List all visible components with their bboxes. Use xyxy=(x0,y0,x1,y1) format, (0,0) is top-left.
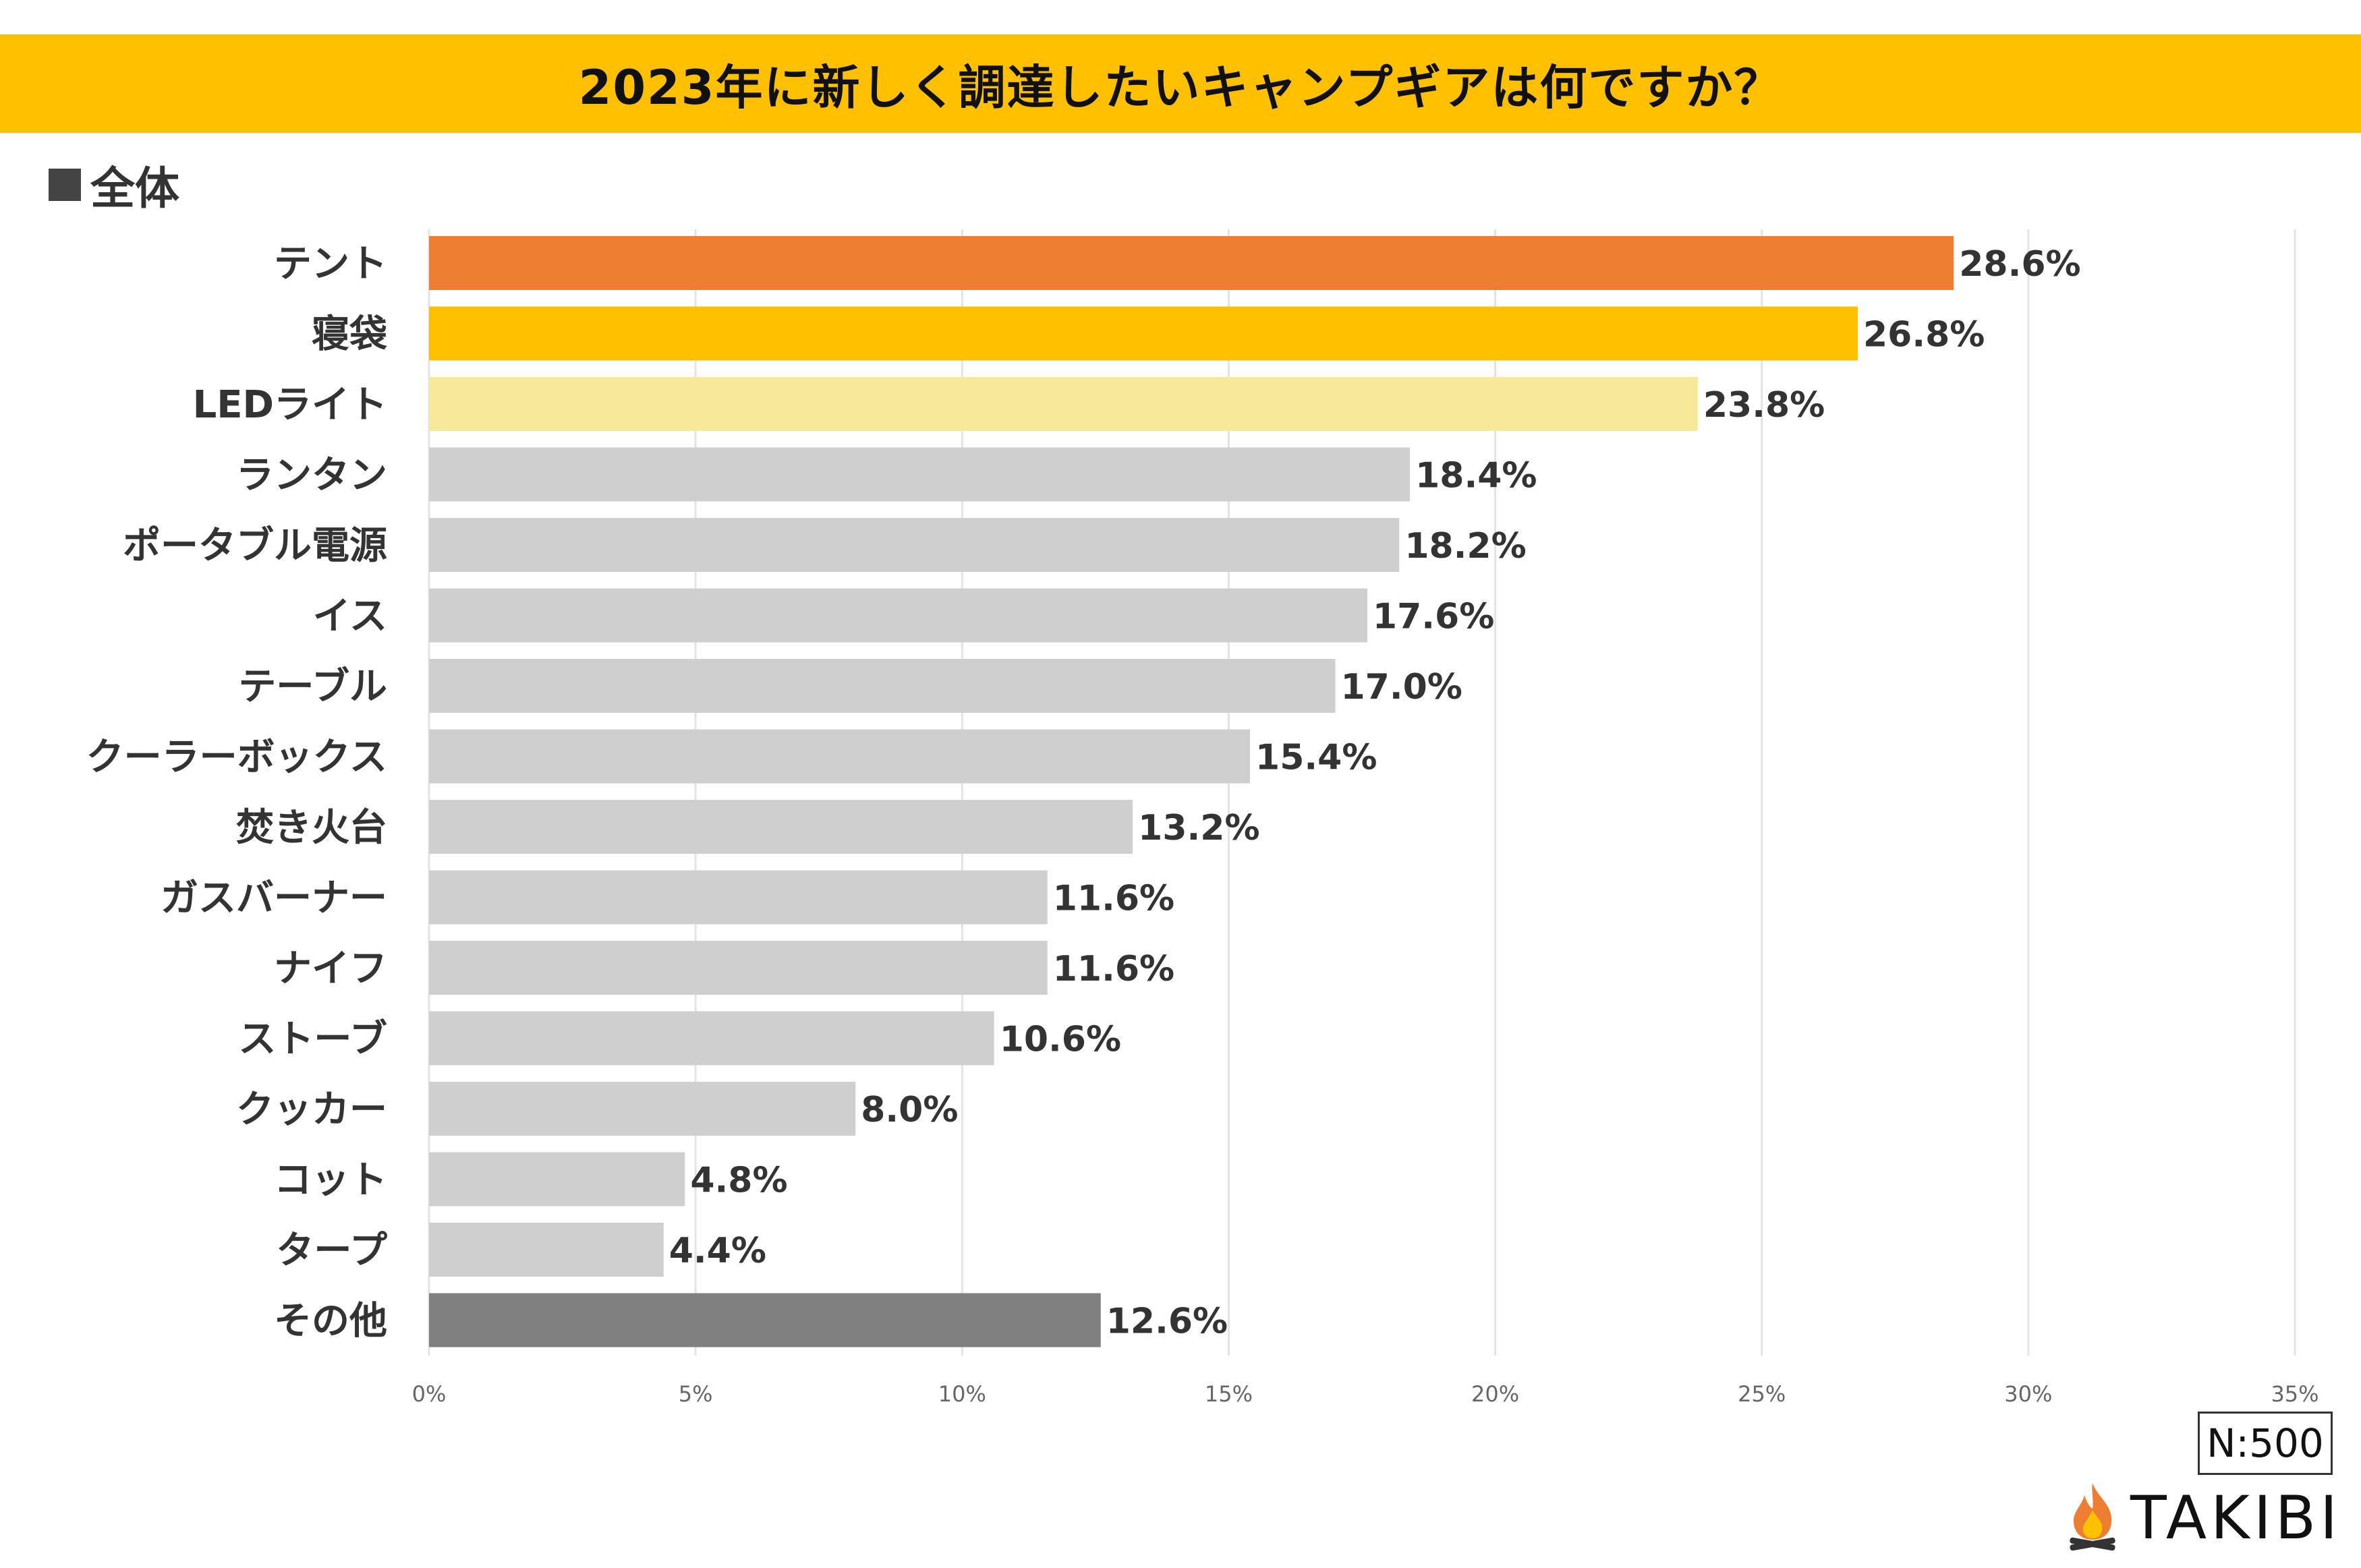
x-tick-label: 20% xyxy=(1471,1381,1519,1407)
x-tick-label: 5% xyxy=(679,1381,713,1407)
category-label: ポータブル電源 xyxy=(123,524,387,568)
bar xyxy=(429,1223,664,1277)
value-label: 26.8% xyxy=(1863,315,1985,355)
value-label: 18.4% xyxy=(1415,456,1537,496)
bar xyxy=(429,377,1698,431)
bar xyxy=(429,800,1133,854)
sample-size-box: N:500 xyxy=(2198,1412,2333,1475)
x-tick-label: 15% xyxy=(1205,1381,1253,1407)
value-label: 12.6% xyxy=(1106,1302,1228,1342)
x-tick-label: 10% xyxy=(938,1381,986,1407)
title-banner: 2023年に新しく調達したいキャンプギアは何ですか？ xyxy=(0,34,2361,133)
brand-name: TAKIBI xyxy=(2130,1482,2342,1552)
value-label: 4.8% xyxy=(690,1161,787,1201)
chart-title: 2023年に新しく調達したいキャンプギアは何ですか？ xyxy=(578,59,1783,115)
subtitle: 全体 xyxy=(49,152,179,217)
category-label: ガスバーナー xyxy=(161,877,387,921)
value-label: 17.6% xyxy=(1373,597,1494,637)
square-bullet-icon xyxy=(49,169,81,201)
category-label: イス xyxy=(313,595,387,639)
category-label: ナイフ xyxy=(274,947,387,991)
category-label: 寝袋 xyxy=(312,313,387,357)
category-label: テント xyxy=(274,242,387,286)
bar xyxy=(429,236,1954,290)
bar xyxy=(429,447,1411,502)
bar xyxy=(429,518,1400,572)
category-label: テーブル xyxy=(238,665,387,709)
x-tick-label: 35% xyxy=(2271,1381,2319,1407)
category-label: クッカー xyxy=(236,1088,387,1132)
bar xyxy=(429,870,1048,925)
x-tick-label: 30% xyxy=(2004,1381,2052,1407)
value-label: 17.0% xyxy=(1340,667,1462,707)
category-label: その他 xyxy=(274,1300,387,1343)
category-label: ストーブ xyxy=(238,1018,387,1062)
value-label: 23.8% xyxy=(1703,385,1825,426)
x-tick-label: 25% xyxy=(1738,1381,1786,1407)
value-label: 10.6% xyxy=(1000,1020,1121,1060)
value-label: 11.6% xyxy=(1053,879,1174,919)
bar xyxy=(429,1152,685,1207)
campfire-icon xyxy=(2070,1483,2115,1551)
sample-size-text: N:500 xyxy=(2207,1420,2324,1466)
value-label: 8.0% xyxy=(861,1090,958,1130)
subtitle-text: 全体 xyxy=(90,163,179,214)
brand-logo: TAKIBI xyxy=(2064,1480,2341,1555)
value-label: 13.2% xyxy=(1138,808,1259,848)
category-label: ランタン xyxy=(236,454,387,498)
value-label: 28.6% xyxy=(1959,244,2080,285)
value-label: 15.4% xyxy=(1255,738,1377,778)
category-label: コット xyxy=(274,1159,387,1202)
bar xyxy=(429,306,1858,361)
bar xyxy=(429,588,1367,643)
category-label: LEDライト xyxy=(193,383,387,427)
category-label: タープ xyxy=(276,1229,387,1273)
bar xyxy=(429,659,1336,713)
bar xyxy=(429,729,1251,784)
bar xyxy=(429,1293,1101,1347)
x-tick-label: 0% xyxy=(412,1381,447,1407)
bar xyxy=(429,941,1048,995)
bar xyxy=(429,1011,994,1066)
category-label: クーラーボックス xyxy=(86,736,387,780)
category-label: 焚き火台 xyxy=(236,806,387,850)
value-label: 11.6% xyxy=(1053,949,1174,989)
value-label: 18.2% xyxy=(1404,526,1526,567)
bar xyxy=(429,1082,856,1136)
value-label: 4.4% xyxy=(669,1231,766,1271)
